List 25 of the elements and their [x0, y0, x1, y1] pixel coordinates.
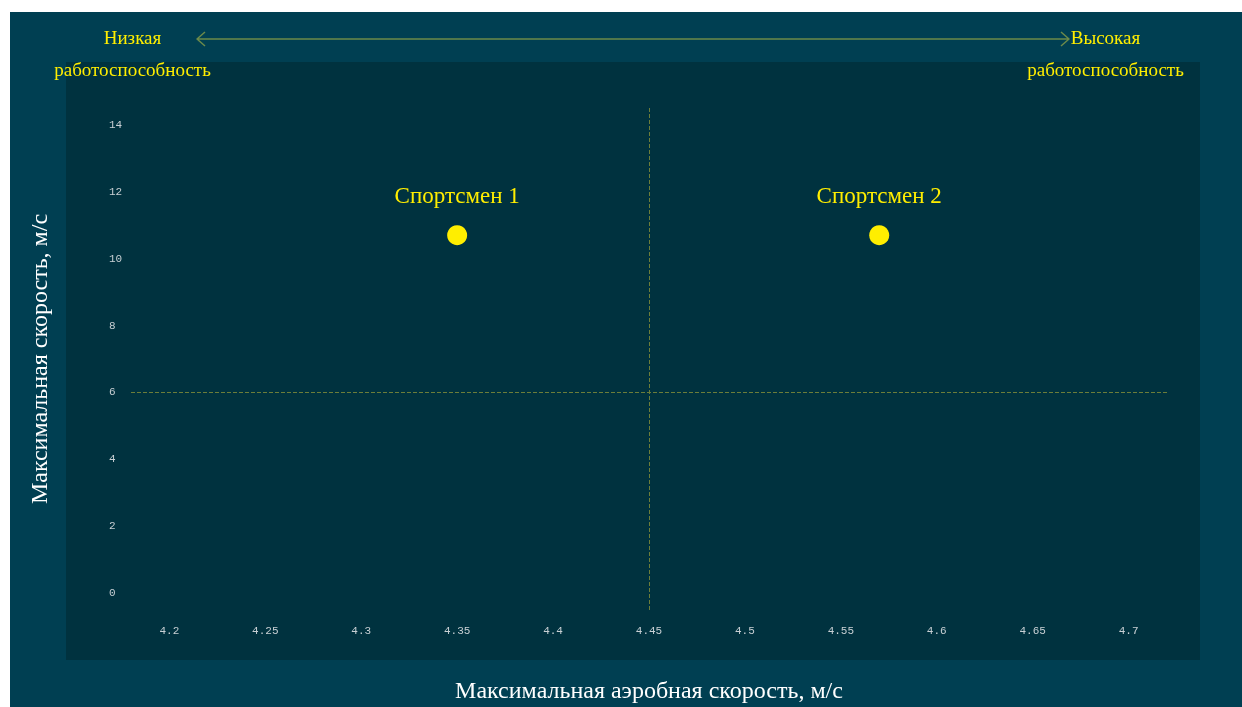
x-tick-label: 4.65 [1019, 624, 1046, 637]
x-tick-label: 4.25 [252, 624, 279, 637]
x-tick-label: 4.5 [735, 624, 755, 637]
x-axis-title: Максимальная аэробная скорость, м/с [455, 677, 843, 703]
x-tick-label: 4.6 [926, 624, 947, 637]
text: Высокая работоспособность [1026, 26, 1185, 82]
y-axis-title: Максимальная скорость, м/с [26, 213, 52, 505]
series-label: Спортсмен 2 [816, 183, 942, 209]
y-tick-label: 4 [109, 453, 116, 466]
series-label: Спортсмен 1 [394, 183, 520, 209]
x-tick-label: 4.45 [635, 624, 663, 637]
x-tick-label: 4.35 [443, 624, 471, 637]
y-tick-label: 8 [109, 319, 116, 332]
y-tick-label: 0 [109, 587, 116, 600]
y-tick-label: 2 [109, 520, 116, 533]
y-tick-label: 14 [109, 118, 123, 131]
x-tick-label: 4.2 [159, 624, 180, 637]
y-tick-label: 10 [109, 252, 123, 265]
x-tick-label: 4.4 [543, 624, 564, 637]
y-tick-label: 6 [109, 386, 116, 399]
y-tick-label: 12 [109, 185, 123, 198]
text: Низкая работоспособность [53, 26, 212, 82]
x-tick-label: 4.3 [351, 624, 372, 637]
x-tick-label: 4.7 [1118, 624, 1139, 637]
x-tick-label: 4.55 [827, 624, 855, 637]
